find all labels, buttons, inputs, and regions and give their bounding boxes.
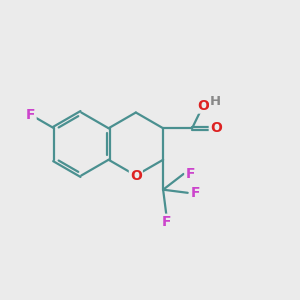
Text: F: F xyxy=(26,108,36,122)
Text: O: O xyxy=(130,169,142,182)
Text: F: F xyxy=(185,167,195,181)
Text: O: O xyxy=(197,99,209,112)
Text: H: H xyxy=(210,95,221,109)
Text: F: F xyxy=(190,186,200,200)
Text: O: O xyxy=(210,121,222,135)
Text: F: F xyxy=(161,215,171,229)
